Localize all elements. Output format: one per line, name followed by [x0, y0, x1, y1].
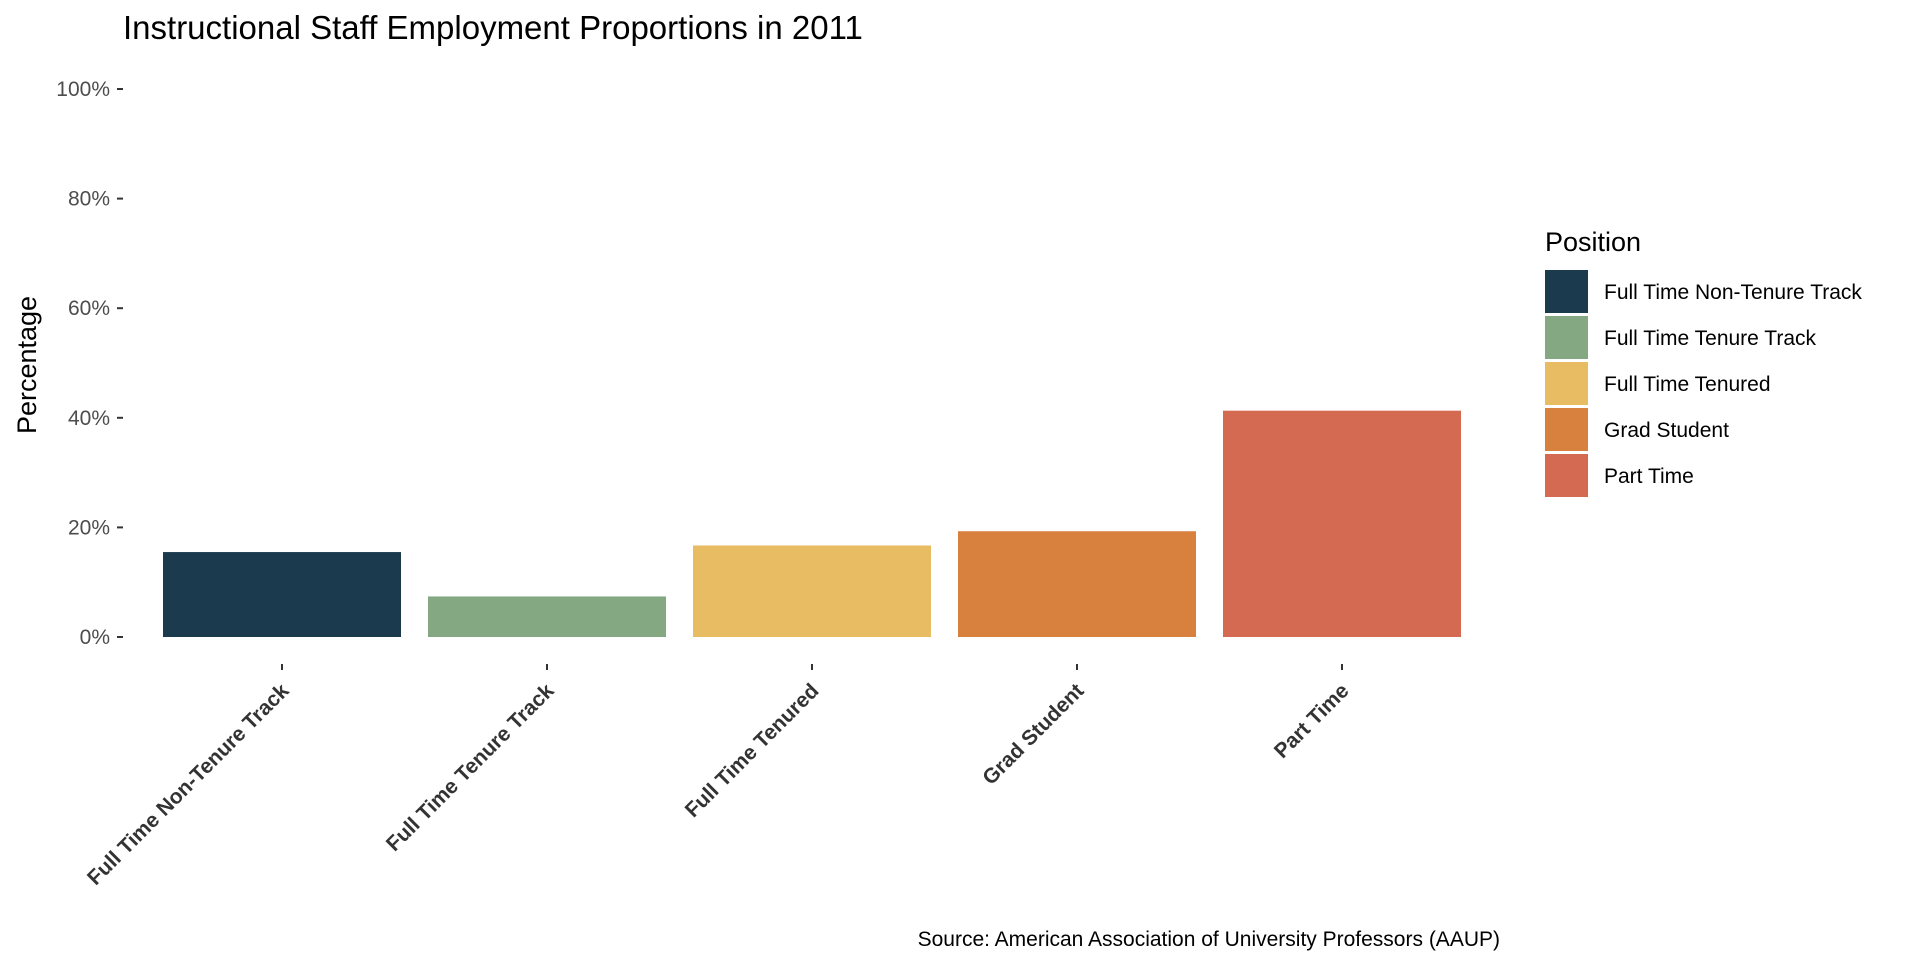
legend-swatch — [1545, 408, 1588, 451]
caption: Source: American Association of Universi… — [918, 928, 1500, 951]
bar — [428, 596, 666, 637]
legend: Position Full Time Non-Tenure Track Full … — [1545, 227, 1862, 497]
x-tick-label: Full Time Tenure Track — [382, 679, 559, 856]
chart-title: Instructional Staff Employment Proportio… — [123, 9, 863, 46]
x-tick-label: Grad Student — [978, 679, 1088, 789]
y-tick-label: 0% — [80, 626, 110, 649]
y-tick-label: 20% — [68, 516, 110, 539]
bar — [693, 545, 931, 637]
legend-swatch — [1545, 270, 1588, 313]
legend-title: Position — [1545, 227, 1641, 257]
legend-label: Full Time Tenure Track — [1604, 327, 1817, 350]
y-tick-label: 100% — [56, 78, 110, 101]
y-axis: 0% 20% 40% 60% 80% 100% — [56, 78, 123, 649]
x-tick-label: Full Time Tenured — [681, 679, 824, 822]
legend-label: Part Time — [1604, 465, 1694, 488]
y-tick-label: 60% — [68, 297, 110, 320]
legend-swatch — [1545, 316, 1588, 359]
x-axis: Full Time Non-Tenure Track Full Time Tenu… — [83, 664, 1354, 890]
bar — [958, 531, 1196, 637]
legend-swatch — [1545, 454, 1588, 497]
bar — [163, 552, 401, 637]
y-tick-label: 80% — [68, 188, 110, 211]
legend-label: Grad Student — [1604, 419, 1729, 442]
legend-label: Full Time Tenured — [1604, 373, 1771, 396]
x-tick-label: Full Time Non-Tenure Track — [83, 679, 294, 890]
y-tick-label: 40% — [68, 407, 110, 430]
bar — [1223, 410, 1461, 637]
legend-swatch — [1545, 362, 1588, 405]
y-axis-label: Percentage — [12, 296, 42, 434]
bars — [163, 410, 1461, 637]
legend-label: Full Time Non-Tenure Track — [1604, 281, 1862, 304]
x-tick-label: Part Time — [1270, 679, 1354, 763]
